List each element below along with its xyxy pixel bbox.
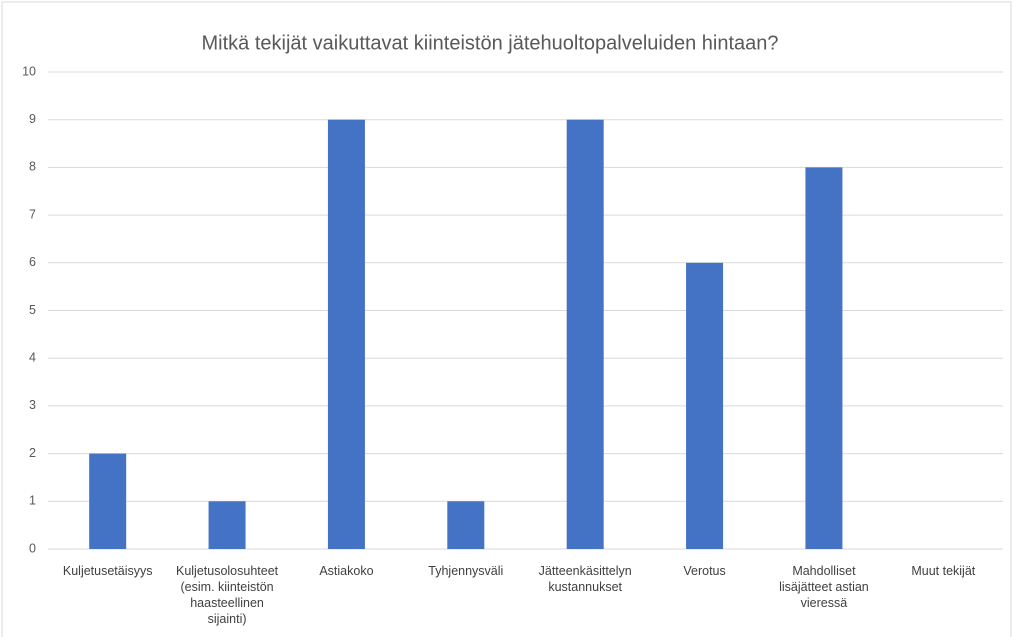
y-tick-label: 3 [29,398,36,412]
x-tick-label: Muut tekijät [911,564,976,578]
bar [566,119,604,549]
y-tick-label: 9 [29,112,36,126]
x-tick-label: Jätteenkäsittelyn kustannukset [538,564,632,594]
x-tick-label: Mahdolliset lisäjätteet astian vieressä [779,564,869,610]
y-tick-label: 7 [29,207,36,221]
y-tick-label: 2 [29,446,36,460]
y-tick-label: 1 [29,494,36,508]
y-tick-label: 4 [29,350,36,364]
bar [208,501,246,549]
bar [805,167,843,549]
x-tick-label: Astiakoko [319,564,374,578]
bar [327,119,365,549]
x-tick-label: Kuljetusolosuhteet (esim. kiinteistön ha… [175,564,279,626]
y-tick-label: 0 [29,541,36,555]
x-tick-label: Kuljetusetäisyys [62,564,153,578]
y-tick-label: 8 [29,160,36,174]
y-tick-label: 10 [22,64,36,78]
bar [447,501,485,549]
chart-title: Mitkä tekijät vaikuttavat kiinteistön jä… [201,32,778,54]
x-tick-label: Tyhjennysväli [428,564,504,578]
bar [89,453,127,549]
bar [686,262,724,549]
x-tick-label: Verotus [683,564,726,578]
y-tick-label: 5 [29,303,36,317]
y-tick-label: 6 [29,255,36,269]
